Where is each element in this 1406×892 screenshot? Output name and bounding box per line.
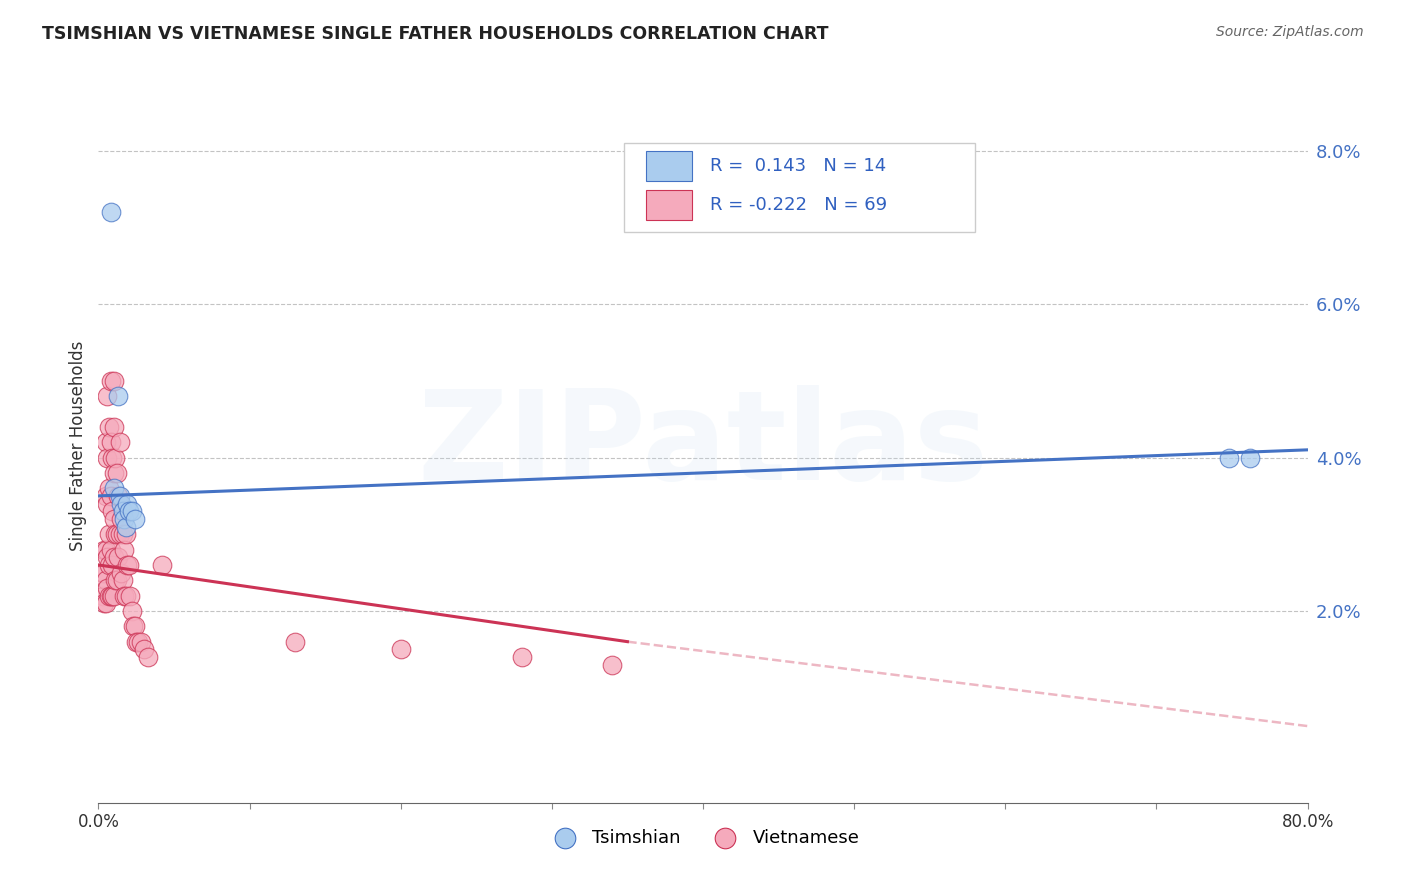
Point: [94, 596, 117, 610]
Point: [103, 589, 125, 603]
Point: [108, 435, 131, 450]
Point: [91, 566, 114, 580]
Point: [98, 589, 121, 603]
Point: [118, 558, 141, 572]
Point: [136, 650, 159, 665]
Point: [108, 527, 131, 541]
Point: [94, 542, 117, 557]
Point: [98, 558, 121, 572]
Point: [93, 542, 115, 557]
FancyBboxPatch shape: [624, 143, 976, 232]
Point: [120, 589, 142, 603]
Text: ZIPatlas: ZIPatlas: [418, 385, 988, 507]
Point: [96, 450, 118, 465]
Point: [114, 519, 136, 533]
Point: [94, 435, 117, 450]
Point: [93, 566, 115, 580]
Point: [93, 596, 115, 610]
Point: [107, 389, 129, 403]
Point: [105, 574, 128, 588]
Point: [284, 634, 307, 648]
Point: [1218, 450, 1240, 465]
Point: [98, 481, 121, 495]
Point: [115, 558, 138, 572]
Point: [103, 419, 125, 434]
Text: R = -0.222   N = 69: R = -0.222 N = 69: [710, 196, 887, 214]
Text: Source: ZipAtlas.com: Source: ZipAtlas.com: [1216, 25, 1364, 39]
Point: [103, 550, 125, 565]
Point: [104, 450, 127, 465]
Text: R =  0.143   N = 14: R = 0.143 N = 14: [710, 157, 887, 175]
Point: [110, 512, 132, 526]
Point: [112, 542, 135, 557]
Point: [100, 489, 122, 503]
Point: [103, 481, 125, 495]
Point: [510, 650, 533, 665]
Point: [96, 550, 118, 565]
Bar: [647, 152, 692, 181]
Point: [103, 512, 125, 526]
Point: [108, 489, 131, 503]
Point: [115, 497, 138, 511]
Point: [98, 419, 121, 434]
Point: [103, 466, 125, 480]
Point: [111, 504, 134, 518]
Point: [125, 634, 148, 648]
Point: [112, 512, 135, 526]
Point: [118, 504, 141, 518]
Point: [104, 574, 127, 588]
Point: [96, 389, 118, 403]
Point: [121, 604, 143, 618]
Point: [105, 527, 128, 541]
Point: [121, 504, 143, 518]
Point: [91, 589, 114, 603]
Point: [104, 527, 127, 541]
Point: [96, 581, 118, 595]
Point: [389, 642, 412, 657]
Point: [101, 450, 124, 465]
Point: [114, 527, 136, 541]
Point: [103, 374, 125, 388]
Point: [132, 642, 155, 657]
Point: [124, 512, 146, 526]
Point: [101, 589, 124, 603]
Legend: Tsimshian, Vietnamese: Tsimshian, Vietnamese: [540, 822, 866, 855]
Point: [94, 489, 117, 503]
Point: [98, 527, 121, 541]
Point: [150, 558, 173, 572]
Point: [94, 574, 117, 588]
Point: [114, 589, 136, 603]
Point: [110, 497, 132, 511]
Point: [107, 489, 129, 503]
Point: [127, 634, 149, 648]
Y-axis label: Single Father Households: Single Father Households: [69, 341, 87, 551]
Point: [111, 574, 134, 588]
Point: [100, 374, 122, 388]
Point: [602, 657, 624, 672]
Point: [122, 619, 145, 633]
Point: [100, 205, 122, 219]
Point: [129, 634, 152, 648]
Point: [111, 527, 134, 541]
Point: [100, 589, 122, 603]
Point: [101, 504, 124, 518]
Point: [112, 589, 135, 603]
Point: [110, 566, 132, 580]
Point: [105, 466, 128, 480]
Point: [101, 558, 124, 572]
Point: [96, 497, 118, 511]
Point: [124, 619, 146, 633]
Point: [100, 435, 122, 450]
Point: [100, 542, 122, 557]
Point: [107, 550, 129, 565]
Point: [1239, 450, 1261, 465]
Text: TSIMSHIAN VS VIETNAMESE SINGLE FATHER HOUSEHOLDS CORRELATION CHART: TSIMSHIAN VS VIETNAMESE SINGLE FATHER HO…: [42, 25, 828, 43]
Bar: [647, 190, 692, 219]
